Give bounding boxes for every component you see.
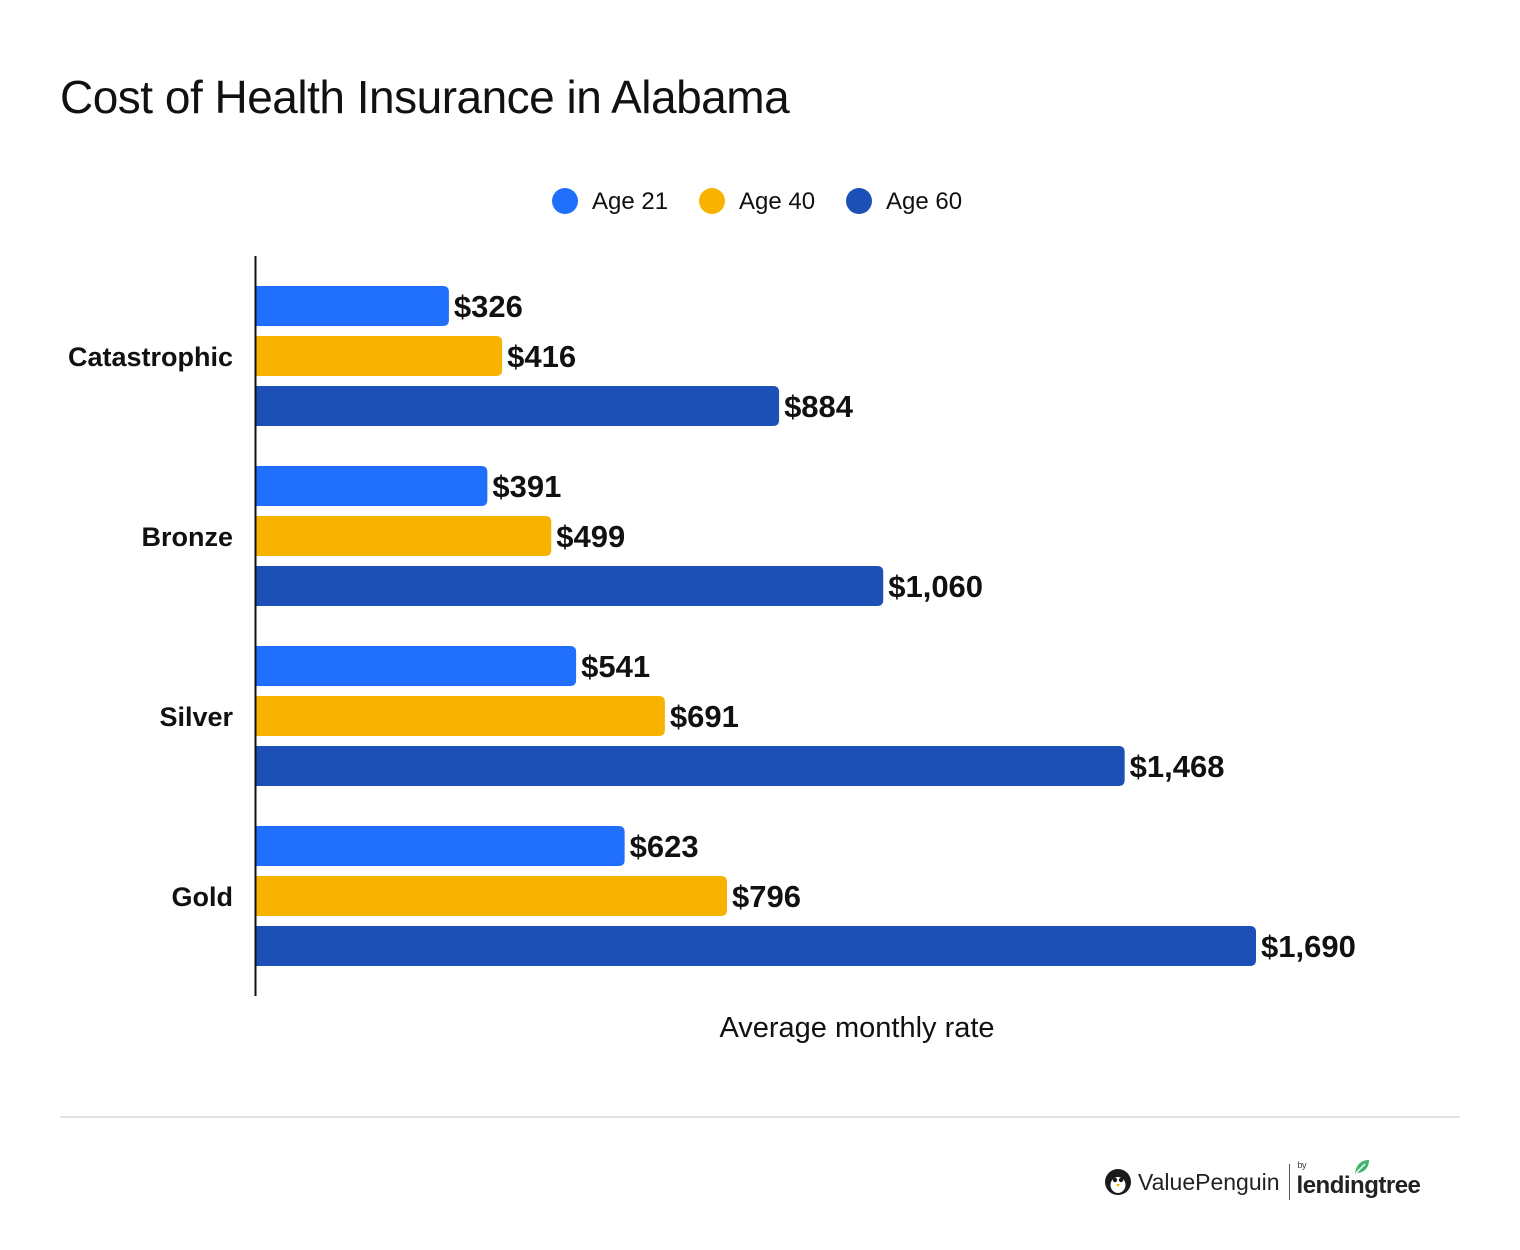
value-label-bronze-age-60: $1,060 (888, 569, 983, 604)
category-label-gold: Gold (172, 882, 234, 912)
value-label-catastrophic-age-21: $326 (454, 289, 523, 324)
category-label-bronze: Bronze (141, 522, 233, 552)
bar-gold-age-40 (256, 876, 728, 916)
brand-separator (1288, 1164, 1290, 1200)
bar-silver-age-60 (256, 746, 1125, 786)
x-axis-label: Average monthly rate (719, 1012, 994, 1044)
bar-silver-age-40 (256, 696, 665, 736)
legend: Age 21 Age 40 Age 60 (552, 188, 962, 215)
bar-gold-age-60 (256, 926, 1256, 966)
leaf-icon (1354, 1160, 1369, 1174)
bar-silver-age-21 (256, 646, 577, 686)
bar-gold-age-21 (256, 826, 625, 866)
bar-chart: Age 21 Age 40 Age 60 $326$416$884$391$499$… (68, 188, 1356, 1044)
bar-catastrophic-age-60 (256, 386, 780, 426)
value-label-gold-age-40: $796 (732, 879, 801, 914)
value-label-gold-age-21: $623 (630, 829, 699, 864)
value-label-bronze-age-40: $499 (556, 519, 625, 554)
chart-title: Cost of Health Insurance in Alabama (60, 71, 790, 123)
legend-marker-age-60 (846, 188, 872, 214)
value-label-bronze-age-21: $391 (492, 469, 561, 504)
bar-bronze-age-60 (256, 566, 884, 606)
value-label-catastrophic-age-40: $416 (507, 339, 576, 374)
penguin-icon (1105, 1169, 1131, 1195)
legend-marker-age-40 (699, 188, 725, 214)
footer-divider (60, 1116, 1460, 1118)
bar-bronze-age-21 (256, 466, 488, 506)
bar-catastrophic-age-21 (256, 286, 449, 326)
partner-by: by (1297, 1160, 1307, 1170)
bars (256, 286, 1256, 966)
value-labels: $326 $416 $884 $391 $499 $1,060 $541 $691 $1,468… (454, 289, 1356, 964)
value-label-silver-age-21: $541 (581, 649, 650, 684)
brand-name: ValuePenguin (1138, 1168, 1280, 1195)
category-label-catastrophic: Catastrophic (68, 342, 233, 372)
bar-catastrophic-age-40 (256, 336, 503, 376)
legend-label-age-21: Age 21 (592, 188, 668, 215)
category-label-silver: Silver (159, 702, 233, 732)
category-labels: Catastrophic Bronze Silver Gold (68, 342, 234, 912)
legend-label-age-60: Age 60 (886, 188, 962, 215)
partner-name: lendingtree (1296, 1172, 1421, 1199)
value-label-silver-age-60: $1,468 (1130, 749, 1225, 784)
legend-marker-age-21 (552, 188, 578, 214)
partner-name-wrapper: by lendingtree (1296, 1160, 1421, 1200)
value-label-silver-age-40: $691 (670, 699, 739, 734)
bar-bronze-age-40 (256, 516, 552, 556)
value-label-gold-age-60: $1,690 (1261, 929, 1356, 964)
brand-logo: ValuePenguin by lendingtree (1104, 1160, 1421, 1204)
legend-label-age-40: Age 40 (739, 188, 815, 215)
value-label-catastrophic-age-60: $884 (784, 389, 854, 424)
